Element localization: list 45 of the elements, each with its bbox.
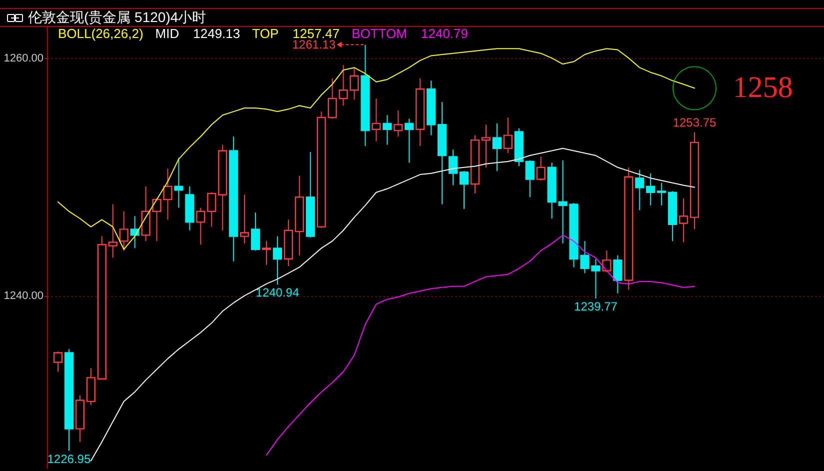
candlestick — [207, 192, 216, 228]
candlestick — [613, 254, 622, 294]
candlestick — [657, 182, 666, 206]
text: MID — [155, 26, 180, 41]
candlestick — [525, 160, 534, 198]
candlestick — [382, 114, 392, 146]
candlestick — [272, 236, 282, 286]
candlestick — [448, 149, 458, 186]
annotation: 1249.13 — [193, 26, 240, 41]
annotation: 1240.94 — [256, 286, 300, 300]
chart-subtitle: BOLL(26,26,2) — [58, 26, 144, 41]
text: BOTTOM — [352, 26, 407, 41]
candlestick — [196, 207, 206, 246]
candlestick — [372, 98, 381, 142]
candlestick — [328, 78, 337, 120]
annotation: 1239.77 — [574, 299, 618, 314]
text: 1258 — [732, 71, 793, 104]
y-tick-label: 1240.00 — [4, 290, 44, 302]
candlestick — [635, 169, 644, 211]
candlestick — [130, 216, 140, 249]
candlestick — [240, 194, 250, 244]
candlestick — [262, 240, 272, 266]
candlestick — [394, 110, 403, 137]
candlestick — [678, 198, 688, 243]
candlestick — [53, 351, 63, 372]
candlestick — [86, 368, 96, 406]
candlestick — [119, 210, 128, 252]
candlestick — [481, 124, 491, 168]
y-tick-label: 1260.00 — [4, 52, 44, 65]
annotation: 1240.79 — [421, 26, 468, 41]
annotation: 1253.75 — [672, 115, 717, 130]
chart-title: 伦敦金现(贵金属 5120)4小时 — [28, 9, 206, 26]
candlestick — [602, 250, 612, 272]
candlestick — [646, 172, 656, 206]
candlestick — [174, 157, 184, 208]
candlestick — [250, 212, 260, 252]
candlestick — [459, 170, 469, 210]
candlestick — [536, 156, 546, 181]
candlestick — [108, 204, 118, 258]
annotation: 1226.95 — [47, 452, 91, 466]
candlestick — [404, 118, 414, 164]
text: TOP — [252, 26, 279, 41]
line-series — [90, 148, 695, 462]
candlestick — [503, 116, 512, 154]
candlestick — [492, 122, 502, 172]
